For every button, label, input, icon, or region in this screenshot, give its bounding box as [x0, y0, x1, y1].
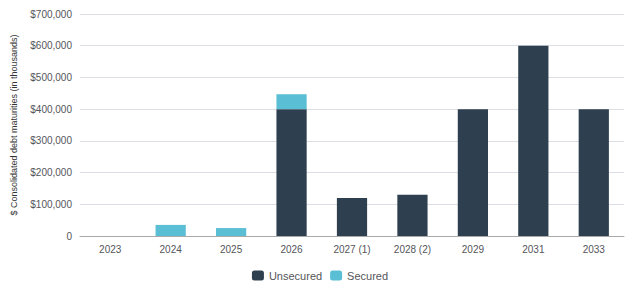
svg-text:2028 (2): 2028 (2): [394, 244, 431, 255]
svg-text:2023: 2023: [99, 244, 122, 255]
svg-text:$700,000: $700,000: [30, 9, 72, 20]
svg-text:$500,000: $500,000: [30, 72, 72, 83]
svg-text:2033: 2033: [583, 244, 606, 255]
svg-text:2027 (1): 2027 (1): [333, 244, 370, 255]
svg-text:$600,000: $600,000: [30, 40, 72, 51]
svg-text:$400,000: $400,000: [30, 104, 72, 115]
svg-text:Secured: Secured: [347, 270, 388, 282]
svg-text:$200,000: $200,000: [30, 167, 72, 178]
svg-text:$300,000: $300,000: [30, 135, 72, 146]
svg-text:2024: 2024: [160, 244, 183, 255]
svg-text:2029: 2029: [462, 244, 485, 255]
svg-text:0: 0: [66, 231, 72, 242]
svg-text:2025: 2025: [220, 244, 243, 255]
svg-text:2031: 2031: [522, 244, 545, 255]
svg-text:Unsecured: Unsecured: [269, 270, 322, 282]
svg-text:$ Consolidated debt maturities: $ Consolidated debt maturities (in thous…: [9, 34, 19, 215]
svg-text:$100,000: $100,000: [30, 199, 72, 210]
svg-text:2026: 2026: [280, 244, 303, 255]
